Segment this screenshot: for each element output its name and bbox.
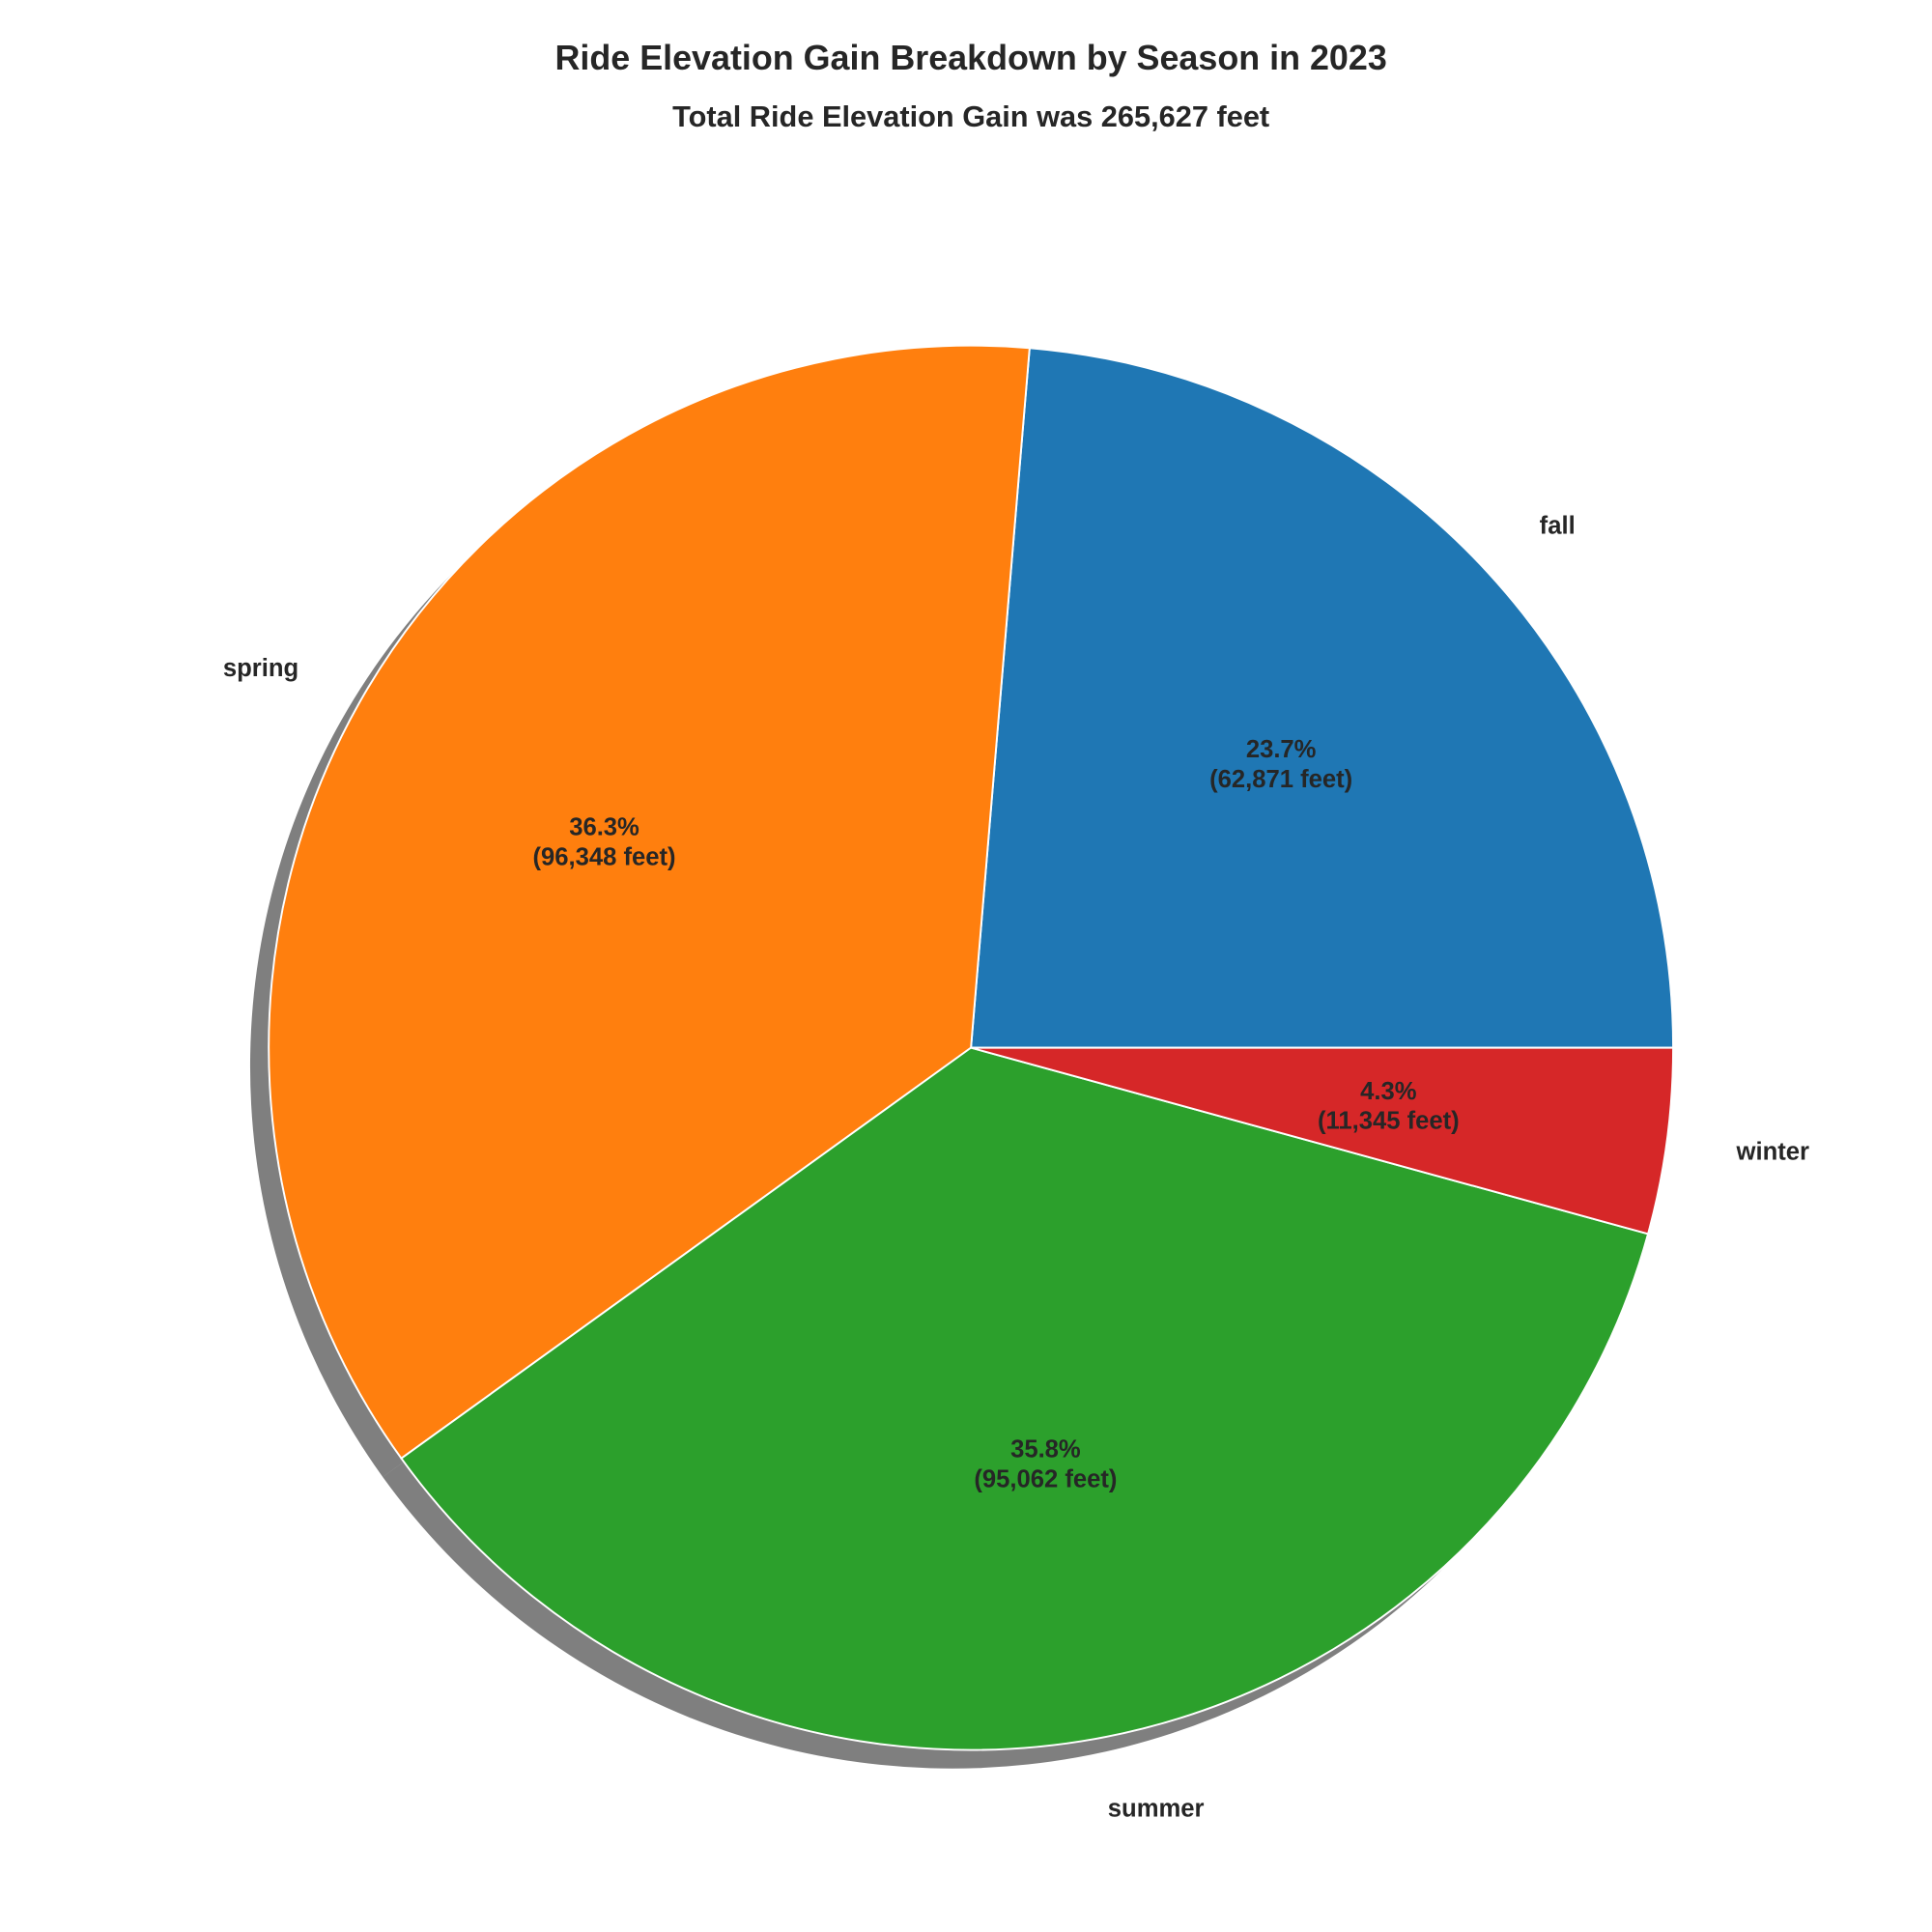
pie-slices	[268, 344, 1675, 1751]
pie-labels: fall 23.7% (62,871 feet) spring 36.3%(96,348…	[223, 512, 1809, 1822]
slice-pct-label: 35.8%	[1010, 1436, 1081, 1463]
pie-slice-spring	[268, 344, 1031, 1461]
slice-value-label: (95,062 feet)	[974, 1466, 1117, 1493]
pie-slice-fall	[970, 347, 1675, 1049]
slice-pct-label: 23.7%	[1246, 736, 1317, 763]
slice-pct-label: 36.3%	[569, 814, 639, 841]
slice-label: spring	[223, 655, 298, 682]
chart-title: Ride Elevation Gain Breakdown by Season …	[554, 39, 1386, 77]
slice-pct-label: 4.3%	[1360, 1078, 1417, 1105]
slice-label: fall	[1540, 512, 1576, 539]
slice-label: summer	[1108, 1796, 1205, 1823]
slice-value-label: (96,348 feet)	[532, 843, 675, 870]
slice-value-label: (62,871 feet)	[1209, 766, 1352, 793]
pie-slice-winter	[970, 1046, 1675, 1236]
slice-value-label: (11,345 feet)	[1318, 1108, 1460, 1135]
chart-subtitle: Total Ride Elevation Gain was 265,627 fe…	[672, 99, 1269, 133]
pie-slice-summer	[400, 1046, 1650, 1751]
slice-label: winter	[1736, 1139, 1809, 1166]
